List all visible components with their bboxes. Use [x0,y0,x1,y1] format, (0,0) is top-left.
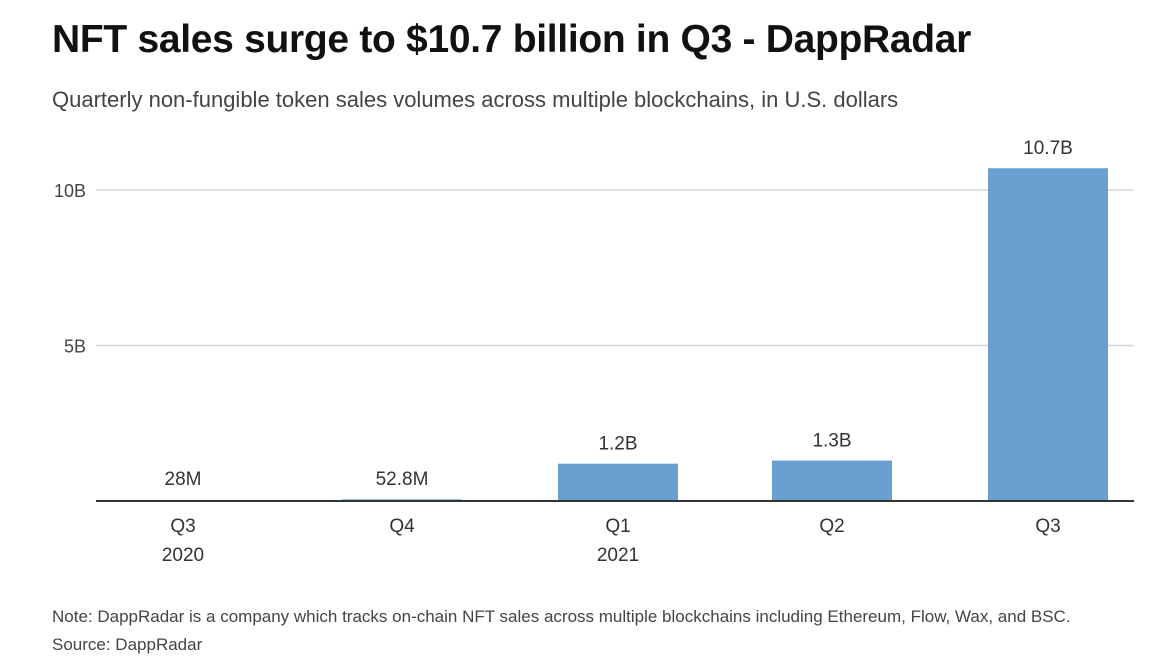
data-label: 1.2B [598,434,637,455]
data-label: 28M [165,469,202,490]
y-tick-label: 5B [64,337,86,357]
data-label: 52.8M [376,469,429,490]
bar [558,463,678,501]
data-label: 1.3B [812,431,851,452]
chart-subtitle: Quarterly non-fungible token sales volum… [52,87,899,112]
source-note: Source: DappRadar [52,635,203,654]
bar [988,168,1108,502]
x-tick-label: Q1 [605,516,630,537]
y-tick-label: 10B [54,181,86,201]
x-tick-label: Q4 [389,516,415,537]
chart-footer: Note: DappRadar is a company which track… [52,603,1071,659]
x-tick-label: Q2 [819,516,844,537]
x-tick-year-label: 2021 [597,545,639,566]
x-tick-year-label: 2020 [162,545,204,566]
data-label: 10.7B [1023,138,1073,159]
x-tick-label: Q3 [170,516,195,537]
chart-title: NFT sales surge to $10.7 billion in Q3 -… [52,18,972,61]
bar-chart: 5B 10B 28M 52.8M 1.2B 1.3B 10.7B Q3 2020 Q4 Q1 2021… [54,138,1134,566]
bar [772,460,892,501]
x-tick-label: Q3 [1035,516,1060,537]
footnote: Note: DappRadar is a company which track… [52,607,1071,626]
